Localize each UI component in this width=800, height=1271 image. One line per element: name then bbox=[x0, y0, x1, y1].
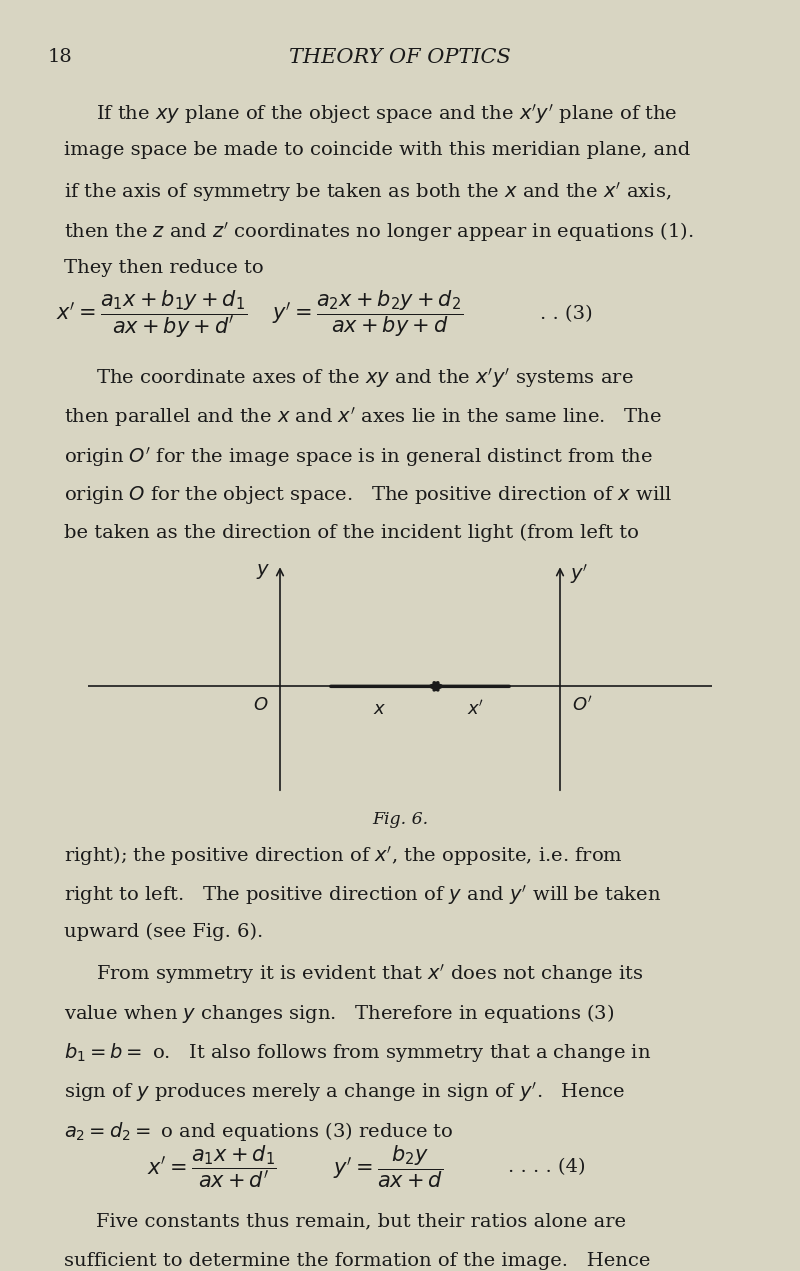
Text: $x' = \dfrac{a_1 x + b_1 y + d_1}{ax + by + d'}$: $x' = \dfrac{a_1 x + b_1 y + d_1}{ax + b… bbox=[57, 289, 247, 339]
Text: $O'$: $O'$ bbox=[572, 697, 593, 714]
Text: sufficient to determine the formation of the image.   Hence: sufficient to determine the formation of… bbox=[64, 1252, 650, 1270]
Text: $b_1 = b = $ o.   It also follows from symmetry that a change in: $b_1 = b = $ o. It also follows from sym… bbox=[64, 1041, 651, 1064]
Text: sign of $y$ produces merely a change in sign of $y'$.   Hence: sign of $y$ produces merely a change in … bbox=[64, 1080, 626, 1104]
Text: . . (3): . . (3) bbox=[540, 305, 593, 323]
Text: right); the positive direction of $x'$, the opposite, i.e. from: right); the positive direction of $x'$, … bbox=[64, 844, 622, 868]
Text: THEORY OF OPTICS: THEORY OF OPTICS bbox=[289, 48, 511, 67]
Text: right to left.   The positive direction of $y$ and $y'$ will be taken: right to left. The positive direction of… bbox=[64, 883, 661, 907]
Text: origin $O'$ for the image space is in general distinct from the: origin $O'$ for the image space is in ge… bbox=[64, 445, 653, 469]
Text: $a_2 = d_2 = $ o and equations (3) reduce to: $a_2 = d_2 = $ o and equations (3) reduc… bbox=[64, 1120, 454, 1143]
Text: image space be made to coincide with this meridian plane, and: image space be made to coincide with thi… bbox=[64, 141, 690, 159]
Text: The coordinate axes of the $xy$ and the $x'y'$ systems are: The coordinate axes of the $xy$ and the … bbox=[96, 366, 634, 390]
Text: $y' = \dfrac{b_2 y}{ax + d}$: $y' = \dfrac{b_2 y}{ax + d}$ bbox=[333, 1144, 443, 1190]
Text: $x'$: $x'$ bbox=[467, 699, 485, 718]
Text: $x' = \dfrac{a_1 x + d_1}{ax + d'}$: $x' = \dfrac{a_1 x + d_1}{ax + d'}$ bbox=[147, 1144, 277, 1190]
Text: Fig. 6.: Fig. 6. bbox=[372, 811, 428, 827]
Text: $x$: $x$ bbox=[374, 699, 386, 718]
Text: 18: 18 bbox=[48, 48, 73, 66]
Text: . . . . (4): . . . . (4) bbox=[508, 1158, 586, 1176]
Text: origin $O$ for the object space.   The positive direction of $x$ will: origin $O$ for the object space. The pos… bbox=[64, 484, 673, 506]
Text: $y'$: $y'$ bbox=[570, 562, 589, 586]
Text: They then reduce to: They then reduce to bbox=[64, 259, 264, 277]
Text: upward (see Fig. 6).: upward (see Fig. 6). bbox=[64, 923, 263, 941]
Text: From symmetry it is evident that $x'$ does not change its: From symmetry it is evident that $x'$ do… bbox=[96, 962, 643, 986]
Text: be taken as the direction of the incident light (from left to: be taken as the direction of the inciden… bbox=[64, 524, 639, 541]
Text: Five constants thus remain, but their ratios alone are: Five constants thus remain, but their ra… bbox=[96, 1213, 626, 1230]
Text: then the $z$ and $z'$ coordinates no longer appear in equations (1).: then the $z$ and $z'$ coordinates no lon… bbox=[64, 220, 694, 244]
Text: If the $xy$ plane of the object space and the $x'y'$ plane of the: If the $xy$ plane of the object space an… bbox=[96, 102, 678, 126]
Text: $y$: $y$ bbox=[256, 562, 270, 581]
Text: value when $y$ changes sign.   Therefore in equations (3): value when $y$ changes sign. Therefore i… bbox=[64, 1002, 614, 1024]
Text: $y' = \dfrac{a_2 x + b_2 y + d_2}{ax + by + d}$: $y' = \dfrac{a_2 x + b_2 y + d_2}{ax + b… bbox=[273, 289, 463, 339]
Text: $O$: $O$ bbox=[253, 697, 268, 714]
Text: if the axis of symmetry be taken as both the $x$ and the $x'$ axis,: if the axis of symmetry be taken as both… bbox=[64, 180, 671, 205]
Text: then parallel and the $x$ and $x'$ axes lie in the same line.   The: then parallel and the $x$ and $x'$ axes … bbox=[64, 405, 662, 430]
